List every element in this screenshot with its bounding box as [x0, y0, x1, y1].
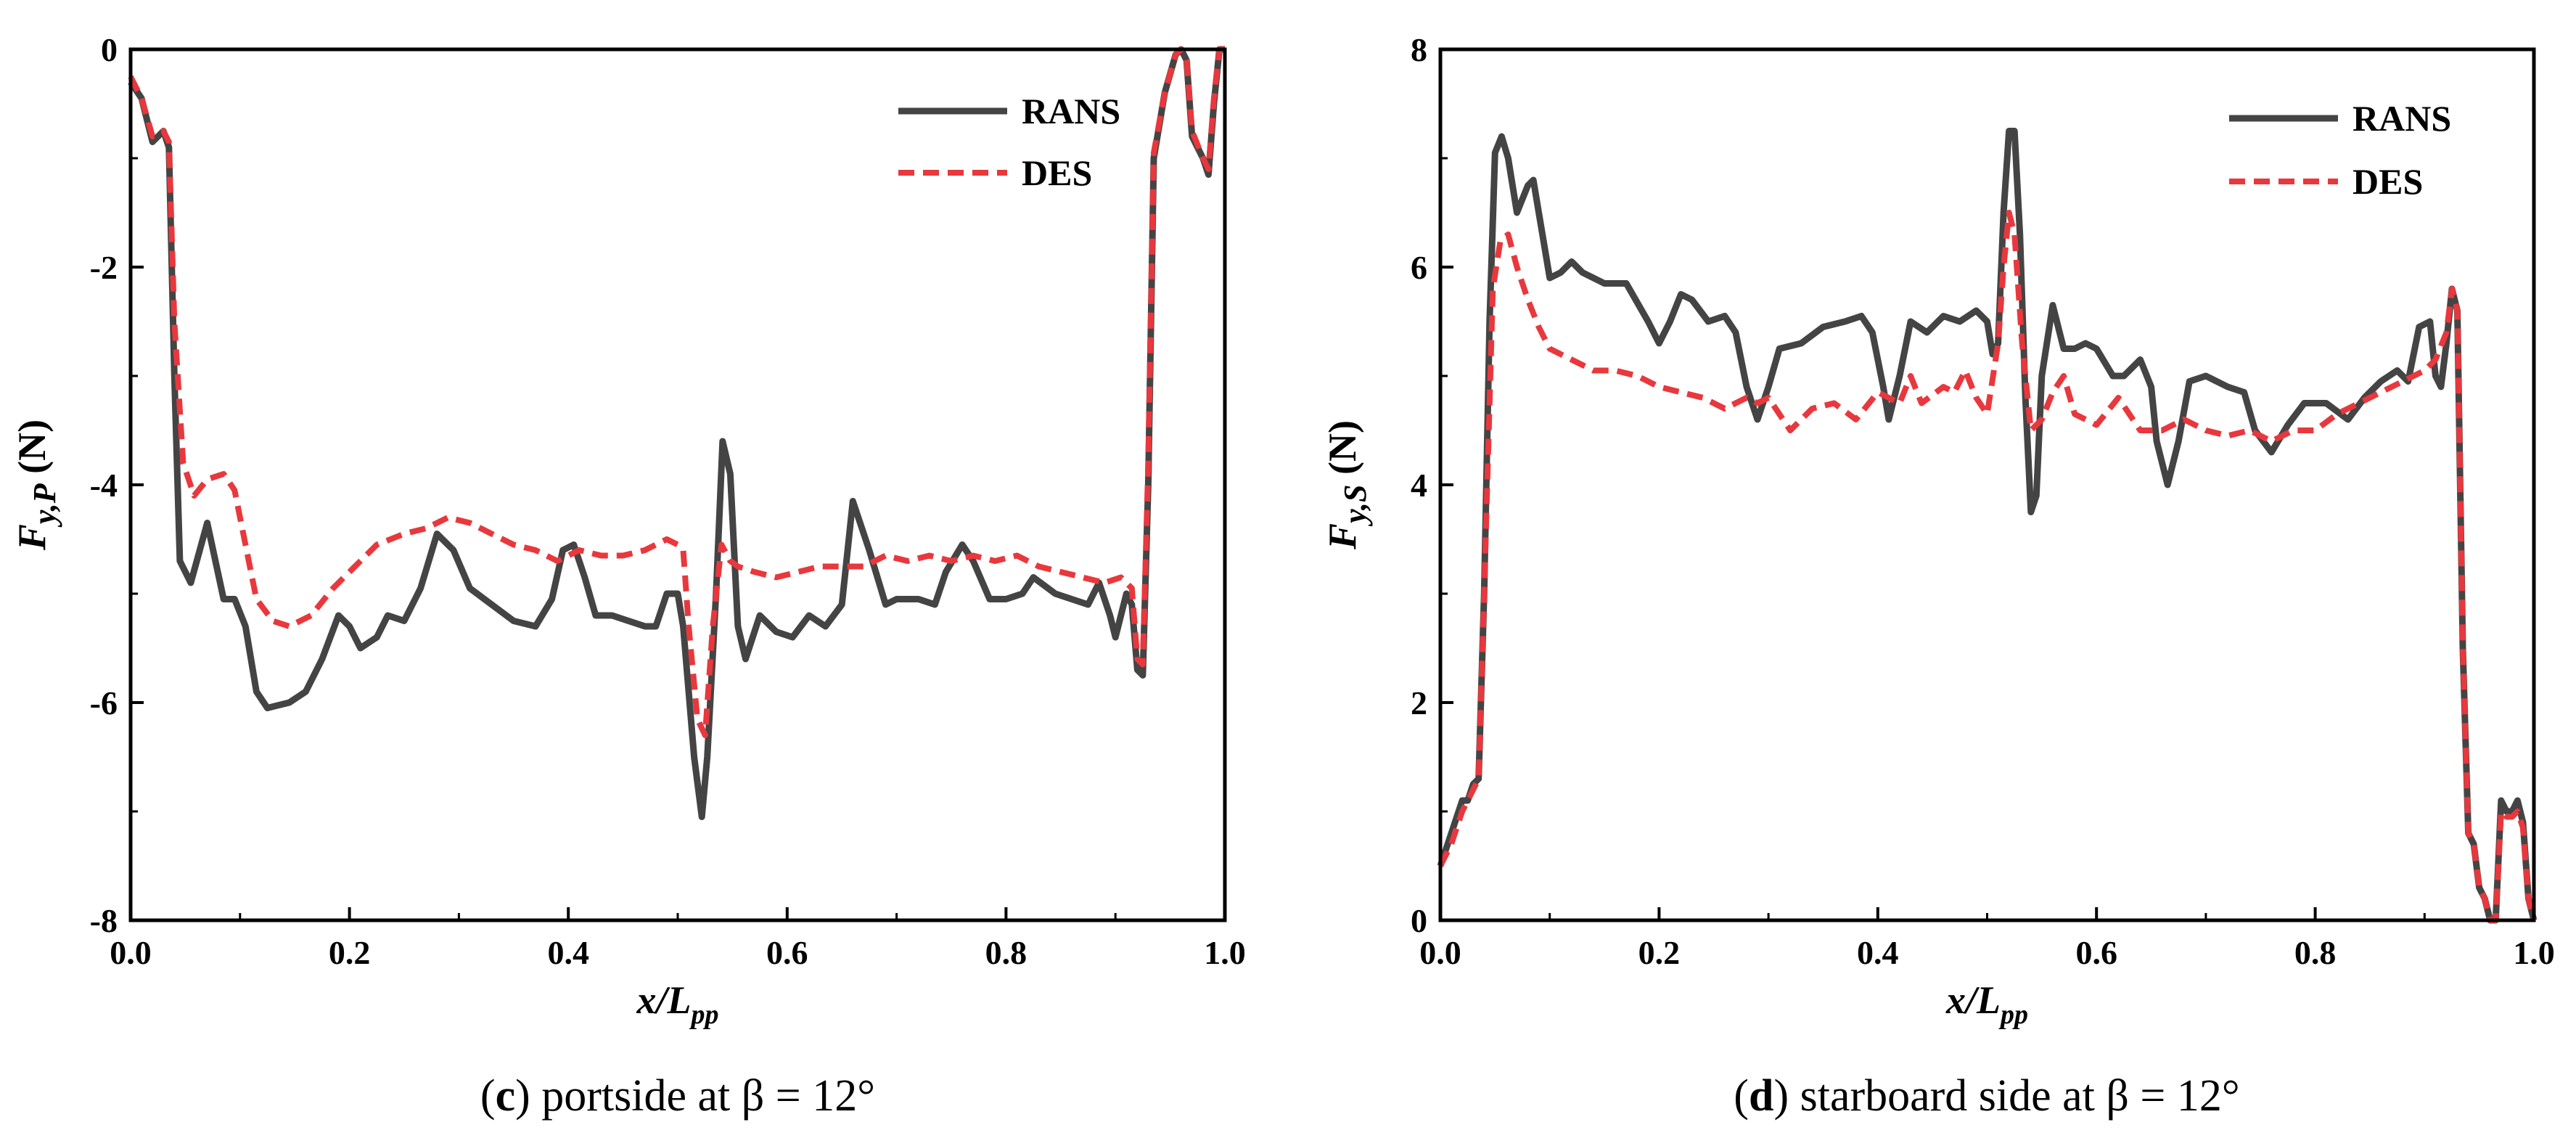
- x-axis-title: x/Lpp: [636, 978, 719, 1030]
- x-tick-label: 0.0: [110, 934, 152, 971]
- legend-label-des: DES: [2353, 161, 2423, 202]
- x-tick-label: 0.8: [985, 934, 1027, 971]
- panel-d: 0.0 0.2 0.4 0.6 0.8 1.0 0 2 4 6 8 x/Lpp Fy,S (N) RANS…: [1321, 31, 2555, 1121]
- x-axis-title: x/Lpp: [1945, 978, 2028, 1030]
- x-tick-label: 1.0: [1204, 934, 1246, 971]
- y-tick-label: -8: [90, 902, 118, 939]
- panel-c: 0.0 0.2 0.4 0.6 0.8 1.0 -8 -6 -4 -2 0 x/Lpp Fy,P (N)…: [10, 31, 1246, 1121]
- y-tick-label: 4: [1411, 467, 1427, 504]
- series-line-rans: [1437, 128, 2538, 924]
- series-line-des: [1437, 210, 2537, 923]
- x-tick-label: 0.0: [1419, 934, 1461, 971]
- x-tick-label: 0.4: [1857, 934, 1899, 971]
- legend-label-des: DES: [1022, 152, 1092, 193]
- legend-label-rans: RANS: [1022, 91, 1120, 131]
- y-tick-label: -4: [90, 467, 118, 504]
- x-tick-label: 0.8: [2294, 934, 2337, 971]
- series-line-des: [128, 46, 1225, 738]
- x-tick-label: 0.2: [1638, 934, 1681, 971]
- y-tick-label: -6: [90, 684, 118, 721]
- y-tick-label: 6: [1411, 249, 1427, 286]
- legend-label-rans: RANS: [2353, 98, 2451, 139]
- y-tick-label: -2: [90, 249, 118, 286]
- x-tick-label: 0.4: [547, 934, 589, 971]
- x-tick-label: 0.6: [766, 934, 808, 971]
- y-axis-title: Fy,P (N): [10, 419, 62, 551]
- panel-caption: (d) starboard side at β = 12°: [1734, 1071, 2239, 1121]
- y-tick-label: 2: [1411, 684, 1427, 721]
- x-tick-label: 1.0: [2513, 934, 2555, 971]
- panel-caption: (c) portside at β = 12°: [480, 1071, 875, 1121]
- y-tick-label: 0: [101, 31, 118, 68]
- x-tick-label: 0.2: [329, 934, 371, 971]
- y-tick-label: 8: [1411, 31, 1427, 68]
- y-axis-title: Fy,S (N): [1321, 420, 1373, 550]
- x-tick-label: 0.6: [2075, 934, 2117, 971]
- y-tick-label: 0: [1411, 902, 1427, 939]
